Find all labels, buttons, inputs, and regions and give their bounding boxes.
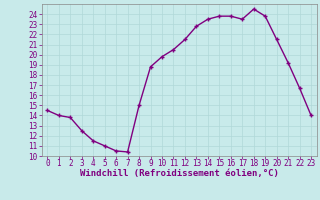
X-axis label: Windchill (Refroidissement éolien,°C): Windchill (Refroidissement éolien,°C) (80, 169, 279, 178)
